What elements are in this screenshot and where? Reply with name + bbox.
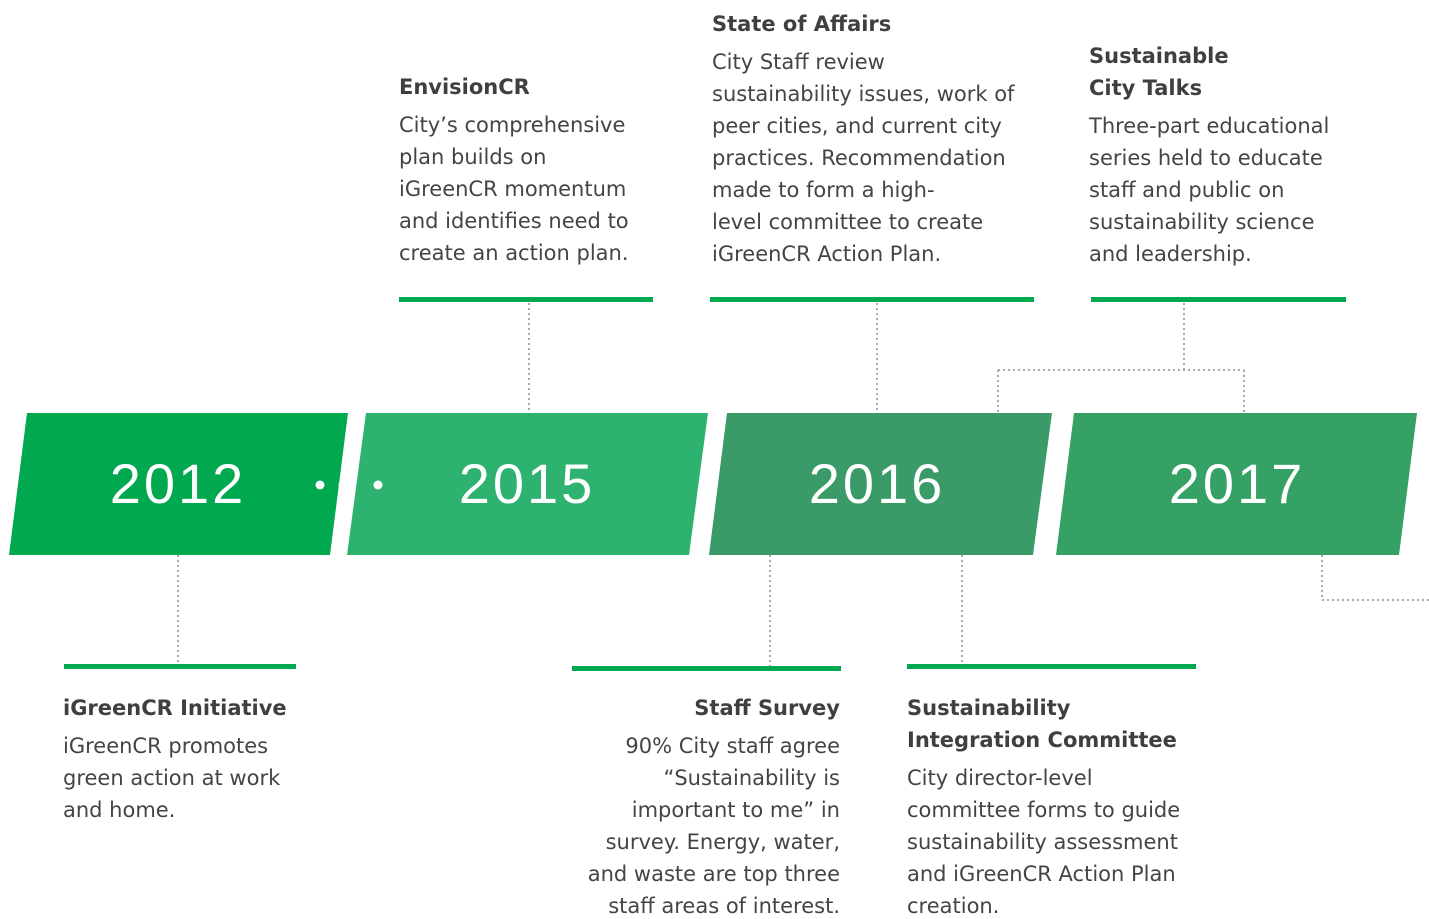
event-bar <box>64 664 296 669</box>
event-text: level committee to create <box>712 210 983 234</box>
event-text: creation. <box>907 894 999 918</box>
event-text: create an action plan. <box>399 241 629 265</box>
event-text: sustainability assessment <box>907 830 1178 854</box>
event-title: Sustainability <box>907 696 1071 720</box>
event-text: City Staff review <box>712 50 885 74</box>
event-title: Staff Survey <box>694 696 840 720</box>
event-text: “Sustainability is <box>663 766 840 790</box>
year-block <box>9 413 348 555</box>
event-text: iGreenCR momentum <box>399 177 626 201</box>
year-label: 2015 <box>459 452 596 515</box>
event-text: sustainability issues, work of <box>712 82 1015 106</box>
event-text: and leadership. <box>1089 242 1252 266</box>
event-text: 90% City staff agree <box>625 734 840 758</box>
event-text: committee forms to guide <box>907 798 1180 822</box>
event-bar <box>907 664 1196 669</box>
connector <box>997 303 1245 413</box>
event-text: iGreenCR promotes <box>63 734 268 758</box>
year-label: 2012 <box>110 452 247 515</box>
year-label: 2017 <box>1169 452 1306 515</box>
event-title: Integration Committee <box>907 728 1177 752</box>
event-text: peer cities, and current city <box>712 114 1002 138</box>
event-text: sustainability science <box>1089 210 1315 234</box>
year-block <box>709 413 1052 555</box>
event-title: City Talks <box>1089 76 1202 100</box>
event-bar <box>399 297 653 302</box>
connector <box>1321 555 1429 601</box>
event-title: State of Affairs <box>712 12 891 36</box>
event-bar <box>710 297 1034 302</box>
event-text: made to form a high- <box>712 178 935 202</box>
event-text: important to me” in <box>632 798 840 822</box>
event-title: Sustainable <box>1089 44 1229 68</box>
event-title: EnvisionCR <box>399 75 530 99</box>
event-text: staff and public on <box>1089 178 1284 202</box>
event-title: iGreenCR Initiative <box>63 696 287 720</box>
event-text: and waste are top three <box>588 862 840 886</box>
event-bar <box>1091 297 1346 302</box>
event-text: series held to educate <box>1089 146 1323 170</box>
event-text: practices. Recommendation <box>712 146 1006 170</box>
year-label: 2016 <box>809 452 946 515</box>
ellipsis-dot <box>315 480 325 490</box>
event-text: Three-part educational <box>1088 114 1329 138</box>
year-block <box>1056 413 1417 555</box>
event-text: green action at work <box>63 766 281 790</box>
event-text: and identifies need to <box>399 209 629 233</box>
event-text: and iGreenCR Action Plan <box>907 862 1176 886</box>
event-text: plan builds on <box>399 145 546 169</box>
ellipsis-dot <box>338 480 348 490</box>
event-text: iGreenCR Action Plan. <box>712 242 941 266</box>
event-text: survey. Energy, water, <box>606 830 840 854</box>
event-text: City’s comprehensive <box>399 113 625 137</box>
ellipsis-dot <box>373 480 383 490</box>
event-text: City director-level <box>907 766 1093 790</box>
event-text: and home. <box>63 798 175 822</box>
event-text: staff areas of interest. <box>608 894 840 918</box>
event-bar <box>572 666 841 671</box>
year-block <box>347 413 708 555</box>
